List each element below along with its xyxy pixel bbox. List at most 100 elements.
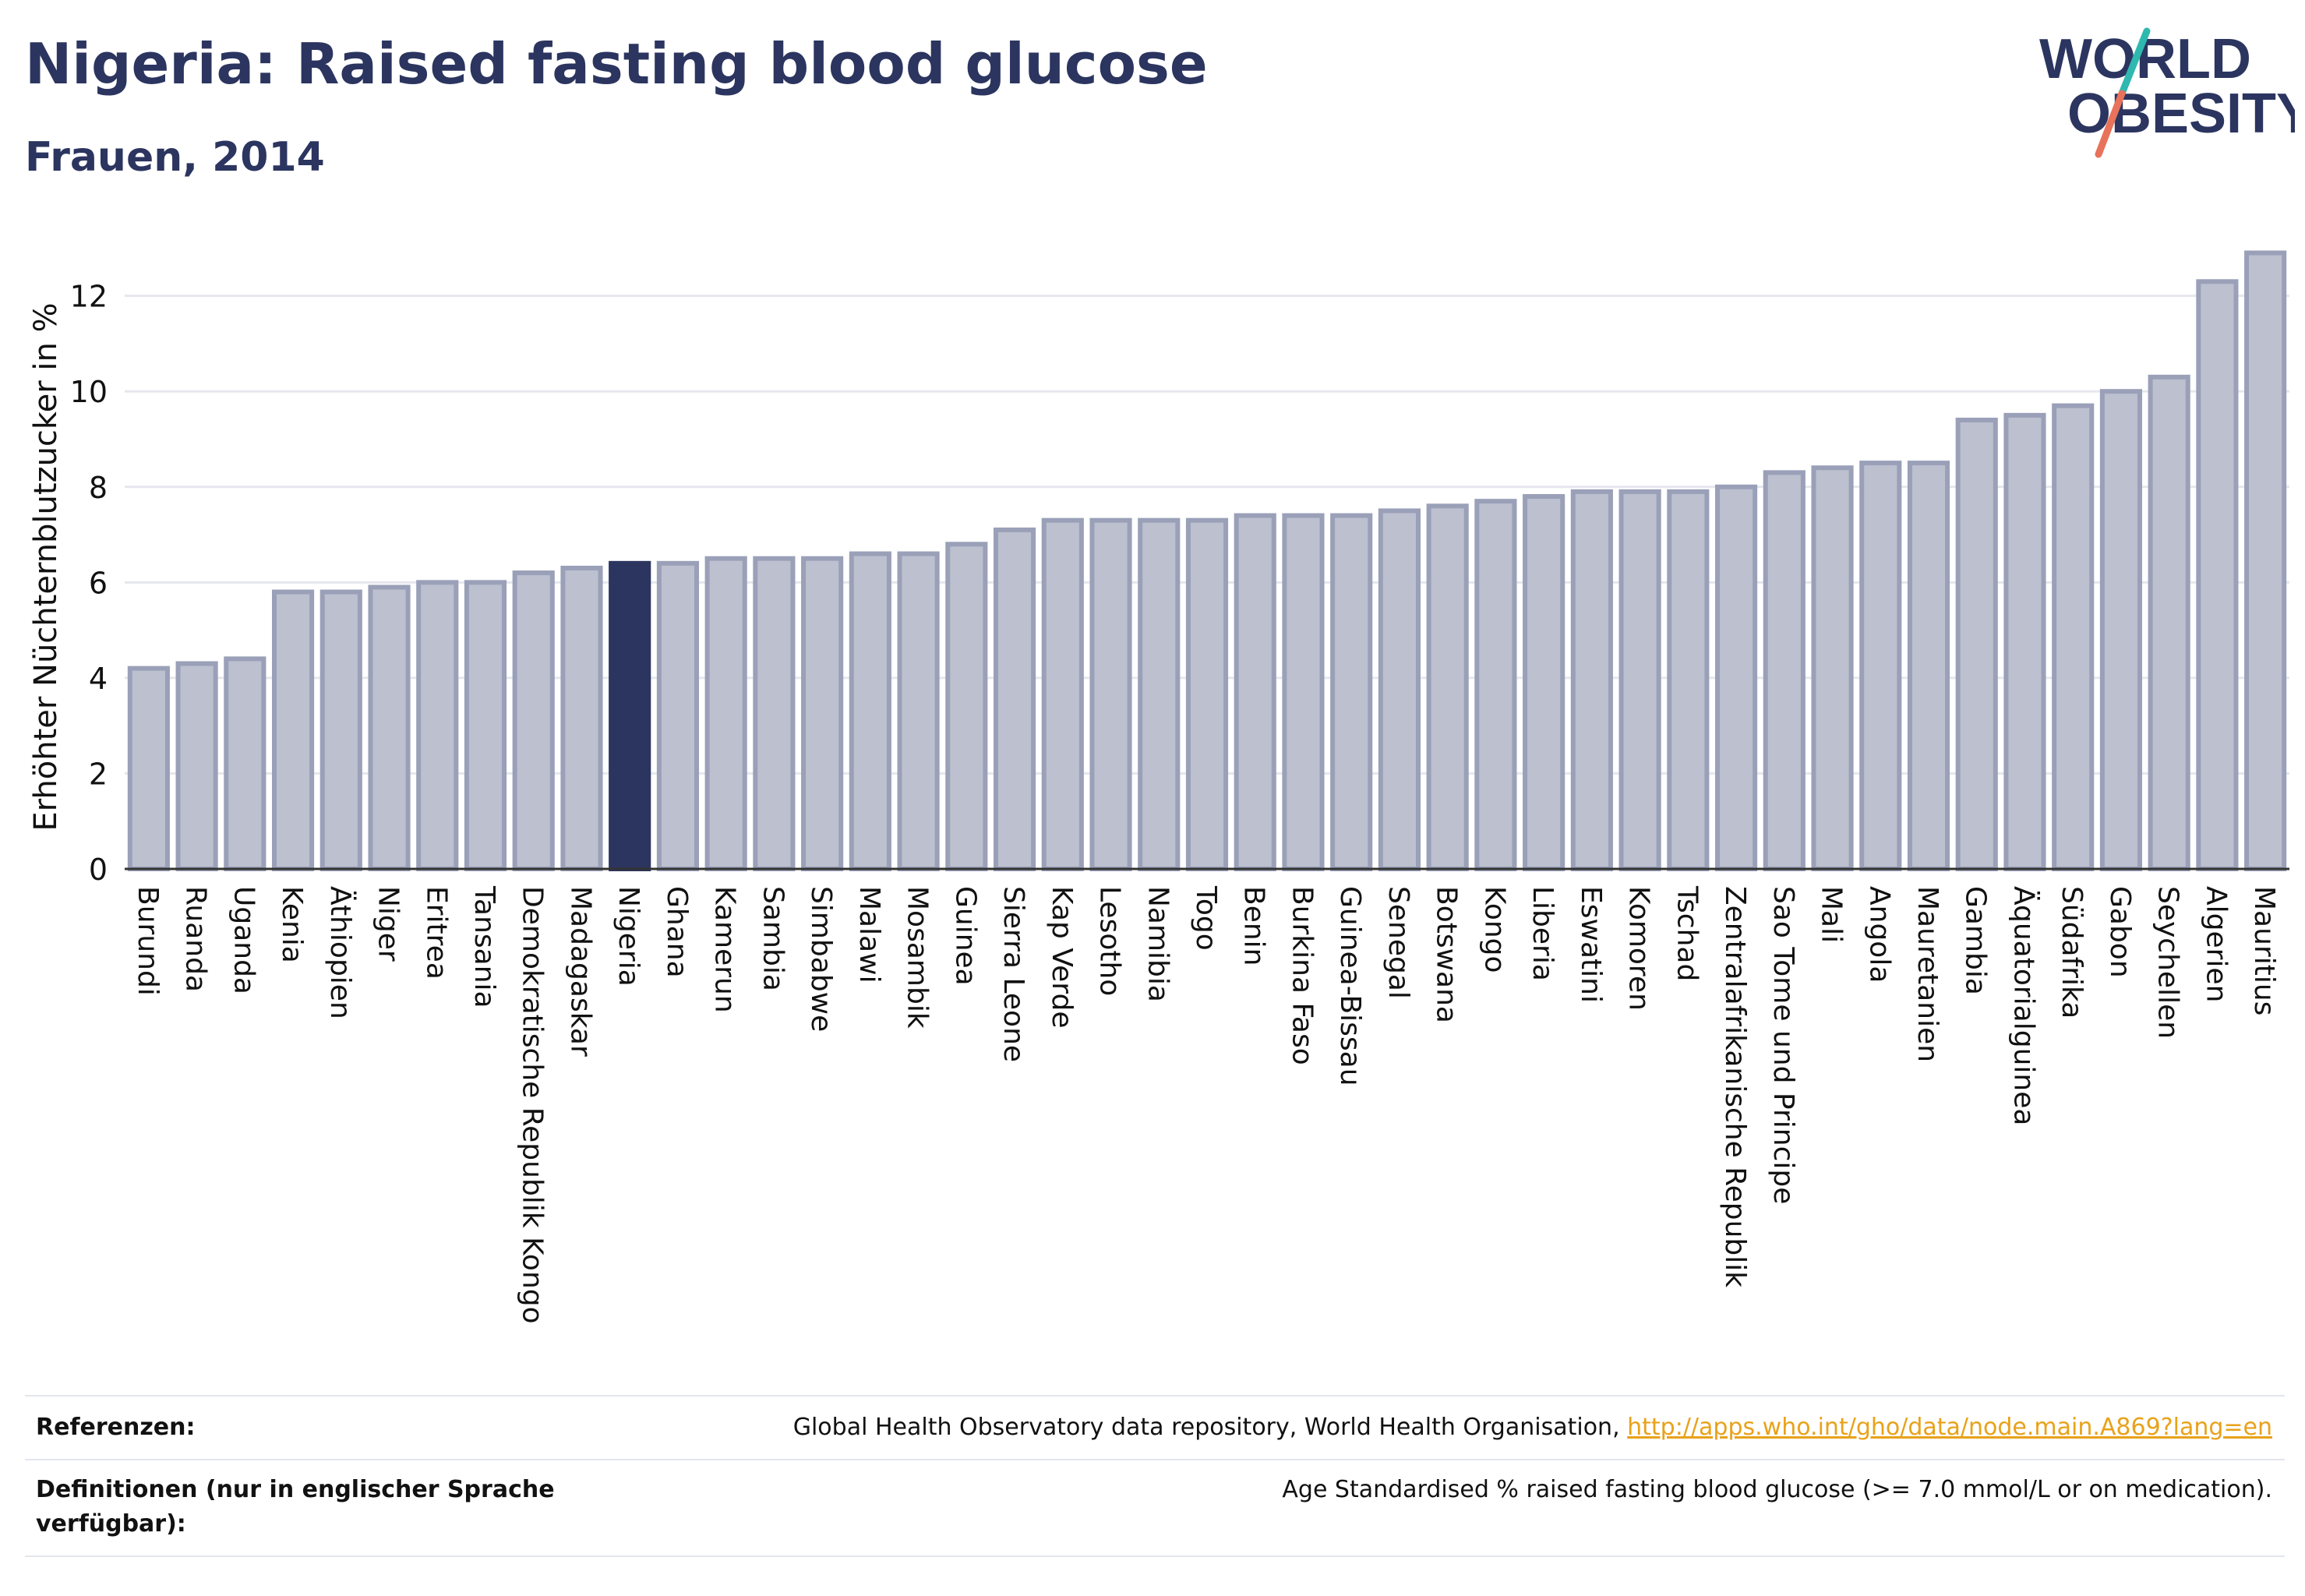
bar bbox=[1426, 503, 1469, 871]
x-tick-label: Sao Tome und Principe bbox=[1767, 886, 1799, 1204]
bar bbox=[319, 589, 362, 872]
y-tick-label: 12 bbox=[70, 280, 108, 314]
bar bbox=[897, 551, 940, 871]
bar bbox=[945, 542, 988, 872]
bar bbox=[271, 589, 315, 872]
bar bbox=[2052, 403, 2095, 871]
x-tick-label: Algerien bbox=[2200, 886, 2232, 1002]
references-table: Referenzen: Global Health Observatory da… bbox=[25, 1395, 2285, 1557]
x-tick-label: Mauretanien bbox=[1911, 886, 1943, 1062]
x-tick-label: Burkina Faso bbox=[1286, 886, 1318, 1065]
definitions-row: Definitionen (nur in englischer Sprache … bbox=[25, 1459, 2285, 1557]
y-tick-label: 8 bbox=[89, 471, 108, 505]
y-tick-label: 2 bbox=[89, 757, 108, 791]
bar bbox=[175, 661, 218, 872]
x-tick-label: Eswatini bbox=[1575, 886, 1607, 1003]
y-tick-label: 0 bbox=[89, 853, 108, 887]
bar bbox=[1955, 417, 1998, 871]
x-axis-labels: Burundi Ruanda Uganda Kenia Äthiopien Niger Er… bbox=[132, 885, 2280, 1324]
references-label: Referenzen: bbox=[36, 1414, 196, 1441]
x-tick-label: Tschad bbox=[1671, 885, 1703, 981]
bar bbox=[2244, 250, 2287, 871]
world-obesity-logo: WORLD OBESITY bbox=[2039, 27, 2295, 158]
y-axis-label: Erhöhter Nüchternblutzucker in % bbox=[28, 302, 64, 831]
bar bbox=[1041, 517, 1084, 872]
x-tick-label: Guinea-Bissau bbox=[1334, 886, 1366, 1086]
references-text: Global Health Observatory data repositor… bbox=[792, 1414, 1628, 1441]
bar bbox=[1378, 508, 1421, 871]
bar bbox=[464, 580, 507, 871]
x-tick-label: Botswana bbox=[1431, 886, 1463, 1023]
x-tick-label: Komoren bbox=[1623, 886, 1655, 1011]
bars bbox=[127, 250, 2287, 872]
bar bbox=[512, 570, 555, 871]
bar bbox=[1330, 513, 1373, 872]
bar bbox=[560, 565, 603, 872]
x-tick-label: Kongo bbox=[1478, 886, 1510, 973]
x-tick-label: Ghana bbox=[661, 886, 693, 978]
x-tick-label: Burundi bbox=[132, 886, 164, 996]
bar bbox=[1667, 489, 1710, 872]
references-link[interactable]: http://apps.who.int/gho/data/node.main.A… bbox=[1627, 1414, 2272, 1441]
x-tick-label: Kenia bbox=[276, 886, 308, 963]
bar bbox=[2196, 279, 2239, 871]
bar bbox=[224, 656, 267, 871]
definitions-label: Definitionen (nur in englischer Sprache … bbox=[36, 1476, 555, 1538]
bar bbox=[127, 666, 170, 871]
x-tick-label: Kap Verde bbox=[1046, 886, 1078, 1028]
bar-highlight bbox=[609, 560, 651, 871]
bar bbox=[1811, 465, 1854, 871]
x-tick-label: Eritrea bbox=[420, 886, 452, 980]
x-tick-label: Nigeria bbox=[612, 886, 644, 987]
bar bbox=[416, 580, 459, 871]
references-value: Global Health Observatory data repositor… bbox=[793, 1411, 2285, 1445]
bar bbox=[1763, 470, 1806, 871]
x-tick-label: Kamerun bbox=[709, 886, 741, 1013]
bar bbox=[993, 527, 1036, 871]
x-tick-label: Tansania bbox=[468, 885, 500, 1008]
bar bbox=[1185, 517, 1229, 872]
bar bbox=[849, 551, 891, 871]
x-tick-label: Gambia bbox=[1960, 886, 1992, 995]
definitions-value: Age Standardised % raised fasting blood … bbox=[1282, 1476, 2272, 1503]
bar bbox=[1089, 517, 1132, 872]
x-tick-label: Senegal bbox=[1382, 886, 1414, 999]
x-tick-label: Südafrika bbox=[2056, 886, 2088, 1019]
x-tick-label: Uganda bbox=[228, 886, 259, 994]
bar bbox=[2003, 412, 2046, 871]
bar bbox=[1523, 494, 1565, 871]
y-tick-label: 10 bbox=[70, 375, 108, 409]
logo-slash-top bbox=[2118, 27, 2151, 97]
x-tick-label: Togo bbox=[1190, 885, 1222, 951]
x-tick-label: Benin bbox=[1238, 886, 1270, 966]
x-tick-label: Äthiopien bbox=[324, 886, 357, 1019]
bar bbox=[1907, 461, 1950, 871]
bar bbox=[704, 556, 747, 871]
x-tick-label: Sambia bbox=[757, 886, 789, 991]
bar bbox=[1714, 484, 1758, 871]
x-tick-label: Niger bbox=[372, 886, 404, 962]
x-tick-label: Äquatorialguinea bbox=[2007, 886, 2040, 1125]
bar bbox=[1282, 513, 1325, 872]
x-tick-label: Madagaskar bbox=[564, 886, 596, 1057]
logo-slash-bottom bbox=[2095, 90, 2126, 158]
bar bbox=[368, 584, 411, 871]
y-tick-label: 4 bbox=[89, 662, 108, 696]
x-tick-label: Malawi bbox=[853, 886, 885, 983]
x-tick-label: Sierra Leone bbox=[997, 886, 1029, 1062]
x-tick-label: Angola bbox=[1863, 886, 1895, 983]
bar-chart: 0 2 4 6 8 10 12 Burundi Ruanda Uganda Kenia Äthiop… bbox=[28, 250, 2289, 1324]
x-tick-label: Namibia bbox=[1142, 886, 1174, 1002]
page-subtitle: Frauen, 2014 bbox=[25, 134, 325, 181]
bar bbox=[1234, 513, 1276, 872]
bar bbox=[801, 556, 844, 871]
x-tick-label: Zentralafrikanische Republik bbox=[1719, 886, 1751, 1287]
bar bbox=[2148, 374, 2190, 871]
x-tick-label: Simbabwe bbox=[805, 886, 837, 1032]
x-tick-label: Mali bbox=[1816, 886, 1848, 943]
bar bbox=[1859, 461, 1902, 871]
bar bbox=[2099, 389, 2143, 872]
x-tick-label: Gabon bbox=[2104, 886, 2136, 978]
bar bbox=[1474, 499, 1517, 871]
x-tick-label: Guinea bbox=[949, 886, 981, 986]
